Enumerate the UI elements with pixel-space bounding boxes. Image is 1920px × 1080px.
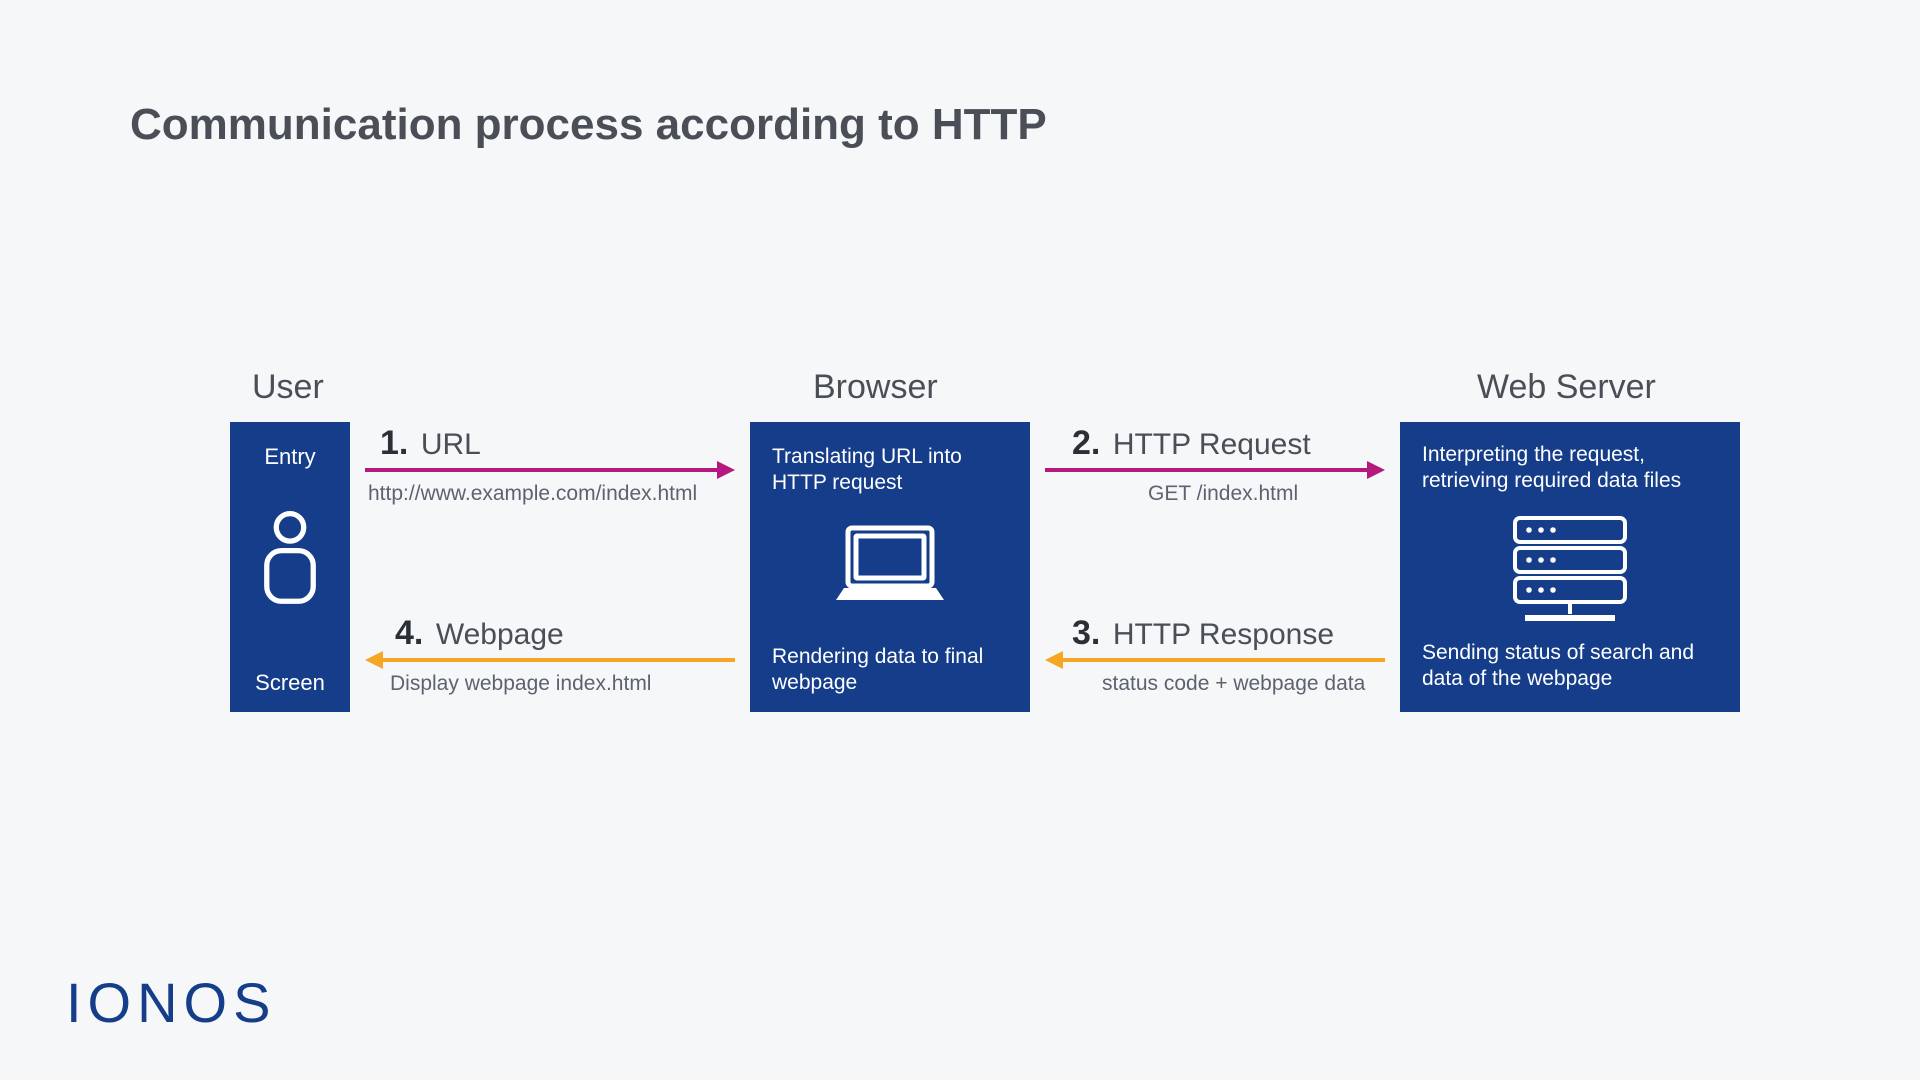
arrowhead-step4: [365, 651, 383, 669]
arrowhead-step1: [717, 461, 735, 479]
step2-subtext: GET /index.html: [1148, 482, 1298, 506]
column-label-browser: Browser: [813, 368, 938, 407]
user-screen-label: Screen: [230, 670, 350, 696]
column-label-user: User: [252, 368, 324, 407]
arrow-step1: [365, 468, 717, 472]
server-top-text: Interpreting the request, retrieving req…: [1422, 442, 1722, 495]
step2-label: 2. HTTP Request: [1072, 424, 1311, 463]
step4-label: 4. Webpage: [395, 614, 564, 653]
step3-text: HTTP Response: [1113, 618, 1334, 651]
node-web-server: Interpreting the request, retrieving req…: [1400, 422, 1740, 712]
step4-subtext: Display webpage index.html: [390, 672, 651, 696]
arrowhead-step3: [1045, 651, 1063, 669]
step3-subtext: status code + webpage data: [1102, 672, 1365, 696]
diagram-title: Communication process according to HTTP: [130, 100, 1047, 150]
arrow-step4: [383, 658, 735, 662]
step2-number: 2.: [1072, 424, 1100, 462]
browser-top-text: Translating URL into HTTP request: [772, 444, 1008, 497]
ionos-logo: IONOS: [66, 970, 276, 1035]
server-icon: [1505, 514, 1635, 631]
arrow-step2: [1045, 468, 1367, 472]
step2-text: HTTP Request: [1113, 428, 1311, 461]
step1-number: 1.: [380, 424, 408, 462]
node-browser: Translating URL into HTTP request Render…: [750, 422, 1030, 712]
node-user: Entry Screen: [230, 422, 350, 712]
step3-label: 3. HTTP Response: [1072, 614, 1334, 653]
user-entry-label: Entry: [230, 444, 350, 470]
server-bottom-text: Sending status of search and data of the…: [1422, 640, 1722, 693]
step1-label: 1. URL: [380, 424, 481, 463]
arrow-step3: [1063, 658, 1385, 662]
arrowhead-step2: [1367, 461, 1385, 479]
step1-subtext: http://www.example.com/index.html: [368, 482, 697, 506]
browser-bottom-text: Rendering data to final webpage: [772, 644, 1008, 697]
step4-text: Webpage: [436, 618, 564, 651]
laptop-icon: [830, 522, 950, 617]
step4-number: 4.: [395, 614, 423, 652]
person-icon: [258, 510, 321, 611]
column-label-server: Web Server: [1477, 368, 1656, 407]
step3-number: 3.: [1072, 614, 1100, 652]
step1-text: URL: [421, 428, 481, 461]
